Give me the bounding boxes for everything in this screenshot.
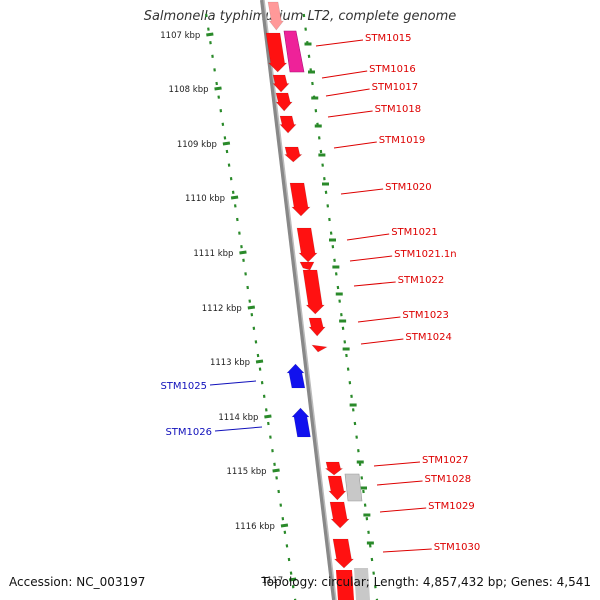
gene-label[interactable]: STM1030 xyxy=(434,542,481,553)
gene-label[interactable]: STM1017 xyxy=(372,82,419,93)
gene-arrow-partial[interactable] xyxy=(267,1,284,31)
gene-label-leader xyxy=(357,316,401,323)
kbp-tick-mark xyxy=(280,523,289,528)
gene-label-leader xyxy=(376,480,423,486)
gene-arrow[interactable] xyxy=(332,538,355,569)
gene-arrow[interactable] xyxy=(327,475,347,501)
genome-stats: Topology: circular; Length: 4,857,432 bp… xyxy=(261,575,591,589)
kbp-tick-mark xyxy=(206,32,214,37)
gene-arrow[interactable] xyxy=(284,146,303,163)
gene-label-leader xyxy=(209,380,257,386)
gene-label-leader xyxy=(360,338,404,345)
kbp-tick-label: 1114 kbp xyxy=(218,413,258,423)
gene-arrow[interactable] xyxy=(289,182,311,217)
gene-arrow[interactable] xyxy=(324,461,344,476)
gene-arrow[interactable] xyxy=(275,92,293,112)
gene-label-leader xyxy=(333,141,377,149)
gene-arrow[interactable] xyxy=(279,115,297,134)
kbp-tick-mark xyxy=(264,414,272,419)
kbp-tick-mark xyxy=(222,141,231,146)
kbp-tick-label: 1107 kbp xyxy=(160,31,200,41)
gene-label[interactable]: STM1026 xyxy=(165,427,212,438)
gene-label-leader xyxy=(327,110,373,118)
kbp-tick-label: 1110 kbp xyxy=(185,194,225,204)
gene-label-leader xyxy=(379,507,427,513)
gene-label-leader xyxy=(315,39,364,47)
kbp-tick-mark xyxy=(239,250,247,255)
accession-label: Accession: NC_003197 xyxy=(9,575,146,589)
kbp-tick-mark xyxy=(214,86,222,91)
gene-label-leader xyxy=(321,70,368,79)
kbp-tick-mark xyxy=(247,305,256,310)
kbp-tick-label: 1112 kbp xyxy=(202,304,242,314)
gene-arrow[interactable] xyxy=(265,32,288,73)
gene-arrow[interactable] xyxy=(311,344,328,353)
gene-label[interactable]: STM1021 xyxy=(391,227,438,238)
gene-arrow[interactable] xyxy=(308,317,326,337)
gene-arrow[interactable] xyxy=(272,74,290,93)
gene-label[interactable]: STM1029 xyxy=(428,501,475,512)
gene-label[interactable]: STM1028 xyxy=(425,474,472,485)
genome-backbone xyxy=(260,0,336,600)
gene-label[interactable]: STM1023 xyxy=(402,310,449,321)
gene-label[interactable]: STM1022 xyxy=(398,275,445,286)
gene-label[interactable]: STM1025 xyxy=(160,381,207,392)
gene-label[interactable]: STM1015 xyxy=(365,33,412,44)
kbp-tick-mark xyxy=(230,195,239,200)
gene-arrow[interactable] xyxy=(299,261,315,271)
kbp-tick-label: 1109 kbp xyxy=(177,140,217,150)
gene-label-leader xyxy=(325,88,370,97)
gene-label-leader xyxy=(373,461,421,467)
gene-label-leader xyxy=(346,233,390,241)
gene-arrow[interactable] xyxy=(329,501,350,529)
gene-label[interactable]: STM1016 xyxy=(369,64,416,75)
genome-backbone-shade xyxy=(263,0,337,600)
kbp-tick-mark xyxy=(272,468,280,473)
gene-label[interactable]: STM1019 xyxy=(379,135,426,146)
genome-title: Salmonella typhimurium LT2, complete gen… xyxy=(143,9,457,24)
gene-label[interactable]: STM1024 xyxy=(405,332,452,343)
gene-label-leader xyxy=(340,188,384,195)
gene-arrow[interactable] xyxy=(302,269,326,315)
gene-box-highlight[interactable] xyxy=(283,30,305,73)
gene-label[interactable]: STM1021.1n xyxy=(394,249,456,260)
gene-box-other[interactable] xyxy=(354,568,370,600)
gene-label[interactable]: STM1020 xyxy=(385,182,432,193)
kbp-tick-label: 1116 kbp xyxy=(235,522,275,532)
gene-label-leader xyxy=(214,426,263,432)
kbp-tick-label: 1111 kbp xyxy=(193,249,233,259)
gene-label[interactable]: STM1027 xyxy=(422,455,469,466)
kbp-tick-label: 1108 kbp xyxy=(168,85,208,95)
gene-arrow[interactable] xyxy=(336,570,354,600)
gene-box-other[interactable] xyxy=(344,473,363,502)
kbp-tick-label: 1113 kbp xyxy=(210,358,250,368)
gene-arrow-reverse[interactable] xyxy=(286,363,306,389)
kbp-tick-label: 1115 kbp xyxy=(227,467,267,477)
kbp-tick-mark xyxy=(288,577,297,582)
gene-label-leader xyxy=(349,255,393,262)
kbp-tick-label: 1117 xyxy=(262,576,284,586)
gene-arrow-reverse[interactable] xyxy=(291,407,311,438)
gene-label-leader xyxy=(382,548,432,553)
gene-arrow[interactable] xyxy=(296,227,318,263)
gene-label-leader xyxy=(353,281,396,287)
kbp-tick-mark xyxy=(255,359,264,364)
gene-label[interactable]: STM1018 xyxy=(375,104,422,115)
